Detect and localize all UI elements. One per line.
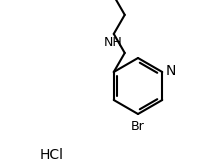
Text: Br: Br: [131, 120, 145, 134]
Text: HCl: HCl: [40, 148, 64, 162]
Text: NH: NH: [103, 36, 122, 49]
Text: N: N: [166, 64, 176, 78]
